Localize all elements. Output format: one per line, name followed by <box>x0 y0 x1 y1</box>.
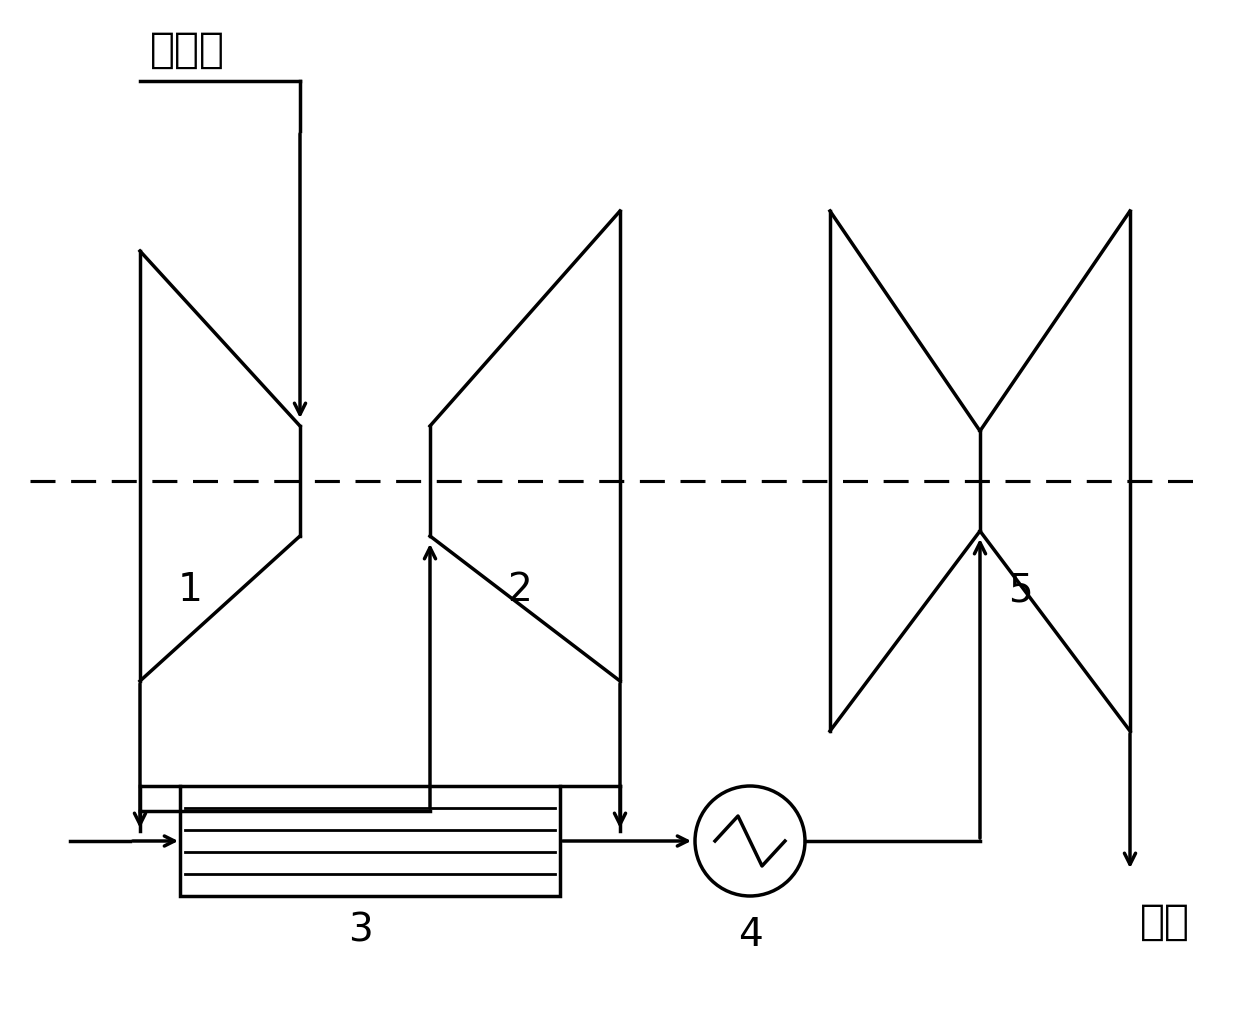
Text: 乏汽: 乏汽 <box>1140 901 1190 943</box>
Circle shape <box>694 786 805 896</box>
Text: 主蜡汽: 主蜡汽 <box>150 29 224 71</box>
Text: 1: 1 <box>177 571 202 609</box>
Text: 3: 3 <box>347 911 372 949</box>
Text: 5: 5 <box>1008 571 1033 609</box>
Bar <box>180 786 560 896</box>
Text: 2: 2 <box>507 571 532 609</box>
Text: 4: 4 <box>738 916 763 954</box>
